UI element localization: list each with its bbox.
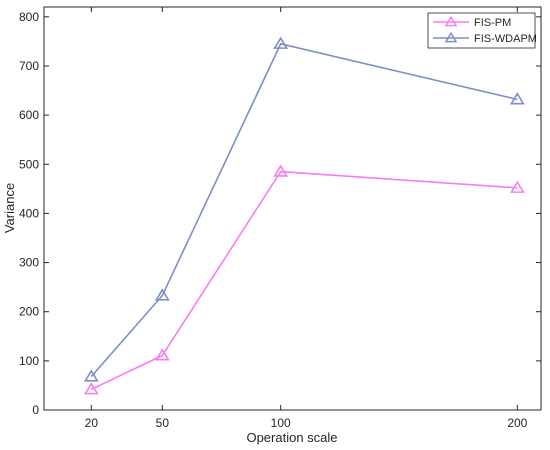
x-tick-label: 50 bbox=[156, 416, 170, 430]
series-fis-wdapm bbox=[83, 36, 525, 382]
series-line bbox=[90, 170, 518, 391]
y-tick-label: 700 bbox=[19, 59, 39, 73]
legend-marker bbox=[444, 15, 458, 27]
data-point bbox=[83, 369, 99, 382]
legend: FIS-PM FIS-WDAPM bbox=[427, 12, 537, 49]
y-tick-label: 500 bbox=[19, 157, 39, 171]
y-axis-title: Variance bbox=[2, 183, 17, 233]
x-tick-label: 20 bbox=[85, 416, 99, 430]
plot-area bbox=[43, 6, 542, 411]
y-tick-label: 400 bbox=[19, 206, 39, 220]
data-point bbox=[509, 92, 525, 105]
series-layer bbox=[83, 36, 525, 395]
data-point bbox=[509, 180, 525, 193]
legend-label: FIS-PM bbox=[474, 17, 511, 29]
data-point bbox=[83, 382, 99, 395]
series-fis-pm bbox=[83, 164, 525, 395]
legend-marker bbox=[444, 31, 458, 43]
data-point bbox=[154, 288, 170, 301]
data-point bbox=[273, 164, 289, 177]
axis-ticks: 0 100 200 300 400 500 600 700 800 20 50 100 200 bbox=[19, 7, 541, 430]
y-tick-label: 100 bbox=[19, 354, 39, 368]
legend-label: FIS-WDAPM bbox=[474, 33, 537, 45]
y-tick-label: 200 bbox=[19, 305, 39, 319]
data-point bbox=[273, 36, 289, 49]
y-tick-label: 600 bbox=[19, 108, 39, 122]
data-point bbox=[154, 348, 170, 361]
x-tick-label: 100 bbox=[271, 416, 291, 430]
y-tick-label: 800 bbox=[19, 10, 39, 24]
x-axis-title: Operation scale bbox=[246, 430, 337, 445]
series-line bbox=[90, 42, 518, 378]
x-tick-label: 200 bbox=[507, 416, 527, 430]
y-tick-label: 0 bbox=[32, 403, 39, 417]
y-tick-label: 300 bbox=[19, 256, 39, 270]
